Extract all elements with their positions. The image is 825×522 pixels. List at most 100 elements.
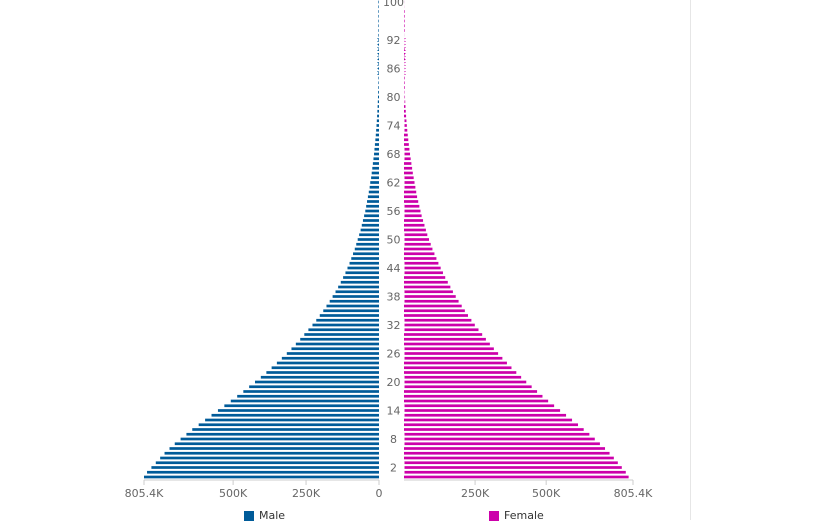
- female-bar-age-15[interactable]: [404, 404, 555, 408]
- female-bar-age-50[interactable]: [404, 238, 430, 241]
- female-bar-age-23[interactable]: [404, 366, 512, 370]
- male-bar-age-64[interactable]: [371, 171, 379, 175]
- female-bar-age-56[interactable]: [404, 209, 421, 213]
- male-bar-age-59[interactable]: [367, 195, 379, 199]
- female-bar-age-60[interactable]: [404, 190, 417, 194]
- male-bar-age-36[interactable]: [326, 304, 379, 308]
- male-bar-age-82[interactable]: [378, 86, 379, 89]
- male-bar-age-93[interactable]: [378, 33, 379, 37]
- male-bar-age-48[interactable]: [354, 247, 379, 251]
- female-bar-age-9[interactable]: [404, 432, 590, 436]
- female-bar-age-89[interactable]: [404, 52, 405, 56]
- female-bar-age-2[interactable]: [404, 466, 622, 469]
- male-bar-age-0[interactable]: [144, 475, 379, 479]
- male-bar-age-14[interactable]: [217, 409, 379, 412]
- female-bar-age-37[interactable]: [404, 299, 459, 303]
- female-bar-age-53[interactable]: [404, 223, 425, 227]
- female-bar-age-84[interactable]: [404, 76, 405, 80]
- female-bar-age-47[interactable]: [404, 252, 435, 256]
- male-bar-age-92[interactable]: [378, 38, 379, 42]
- female-bar-age-13[interactable]: [404, 413, 567, 417]
- male-bar-age-85[interactable]: [378, 71, 379, 75]
- female-bar-age-8[interactable]: [404, 437, 595, 441]
- female-bar-age-48[interactable]: [404, 247, 433, 251]
- female-bar-age-7[interactable]: [404, 442, 600, 446]
- legend-item-male[interactable]: Male: [244, 509, 285, 522]
- male-bar-age-91[interactable]: [378, 43, 379, 47]
- male-bar-age-97[interactable]: [378, 14, 379, 18]
- male-bar-age-76[interactable]: [377, 114, 379, 118]
- female-bar-age-27[interactable]: [404, 347, 494, 351]
- female-bar-age-39[interactable]: [404, 290, 453, 294]
- female-bar-age-71[interactable]: [404, 138, 409, 142]
- male-bar-age-80[interactable]: [377, 95, 379, 99]
- female-bar-age-29[interactable]: [404, 337, 486, 341]
- female-bar-age-82[interactable]: [404, 86, 405, 89]
- male-bar-age-45[interactable]: [349, 261, 379, 265]
- male-bar-age-27[interactable]: [291, 347, 379, 351]
- female-bar-age-43[interactable]: [404, 271, 443, 275]
- male-bar-age-75[interactable]: [376, 119, 379, 123]
- female-bar-age-30[interactable]: [404, 333, 483, 336]
- female-bar-age-38[interactable]: [404, 295, 456, 298]
- female-bar-age-31[interactable]: [404, 328, 479, 332]
- female-bar-age-36[interactable]: [404, 304, 462, 308]
- male-bar-age-26[interactable]: [286, 352, 379, 355]
- male-bar-age-42[interactable]: [343, 276, 379, 279]
- female-bar-age-46[interactable]: [404, 257, 437, 260]
- female-bar-age-51[interactable]: [404, 233, 428, 237]
- male-bar-age-100[interactable]: [378, 0, 379, 4]
- male-bar-age-57[interactable]: [366, 204, 379, 208]
- female-bar-age-58[interactable]: [404, 200, 419, 203]
- female-bar-age-22[interactable]: [404, 371, 517, 374]
- female-bar-age-19[interactable]: [404, 385, 532, 389]
- male-bar-age-72[interactable]: [375, 133, 379, 137]
- male-bar-age-61[interactable]: [369, 185, 379, 189]
- male-bar-age-33[interactable]: [316, 318, 379, 322]
- male-bar-age-31[interactable]: [308, 328, 379, 332]
- legend-item-female[interactable]: Female: [489, 509, 544, 522]
- female-bar-age-54[interactable]: [404, 219, 424, 222]
- female-bar-age-16[interactable]: [404, 399, 549, 403]
- male-bar-age-69[interactable]: [374, 147, 379, 151]
- male-bar-age-37[interactable]: [329, 299, 379, 303]
- female-bar-age-28[interactable]: [404, 342, 490, 346]
- female-bar-age-34[interactable]: [404, 314, 468, 317]
- female-bar-age-59[interactable]: [404, 195, 418, 199]
- female-bar-age-0[interactable]: [404, 475, 629, 479]
- male-bar-age-68[interactable]: [374, 152, 379, 156]
- female-bar-age-20[interactable]: [404, 380, 527, 384]
- female-bar-age-12[interactable]: [404, 418, 573, 422]
- female-bar-age-42[interactable]: [404, 276, 446, 279]
- female-bar-age-72[interactable]: [404, 133, 408, 137]
- male-bar-age-95[interactable]: [378, 24, 379, 28]
- male-bar-age-65[interactable]: [372, 166, 379, 170]
- female-bar-age-78[interactable]: [404, 105, 406, 108]
- male-bar-age-94[interactable]: [378, 29, 379, 32]
- male-bar-age-77[interactable]: [377, 109, 379, 113]
- female-bar-age-97[interactable]: [404, 14, 405, 18]
- male-bar-age-79[interactable]: [377, 100, 379, 104]
- male-bar-age-62[interactable]: [370, 181, 379, 184]
- male-bar-age-8[interactable]: [180, 437, 379, 441]
- male-bar-age-44[interactable]: [347, 266, 379, 270]
- female-bar-age-95[interactable]: [404, 24, 405, 28]
- male-bar-age-90[interactable]: [378, 48, 379, 51]
- female-bar-age-88[interactable]: [404, 57, 405, 61]
- female-bar-age-14[interactable]: [404, 409, 561, 412]
- male-bar-age-35[interactable]: [323, 309, 379, 313]
- female-bar-age-55[interactable]: [404, 214, 422, 218]
- male-bar-age-29[interactable]: [300, 337, 379, 341]
- male-bar-age-54[interactable]: [362, 219, 379, 222]
- male-bar-age-25[interactable]: [281, 356, 379, 360]
- male-bar-age-70[interactable]: [374, 143, 379, 146]
- female-bar-age-83[interactable]: [404, 81, 405, 85]
- male-bar-age-15[interactable]: [224, 404, 379, 408]
- male-bar-age-23[interactable]: [271, 366, 379, 370]
- female-bar-age-45[interactable]: [404, 261, 439, 265]
- male-bar-age-73[interactable]: [376, 128, 379, 132]
- female-bar-age-40[interactable]: [404, 285, 451, 289]
- male-bar-age-89[interactable]: [378, 52, 379, 56]
- male-bar-age-84[interactable]: [378, 76, 379, 80]
- female-bar-age-35[interactable]: [404, 309, 465, 313]
